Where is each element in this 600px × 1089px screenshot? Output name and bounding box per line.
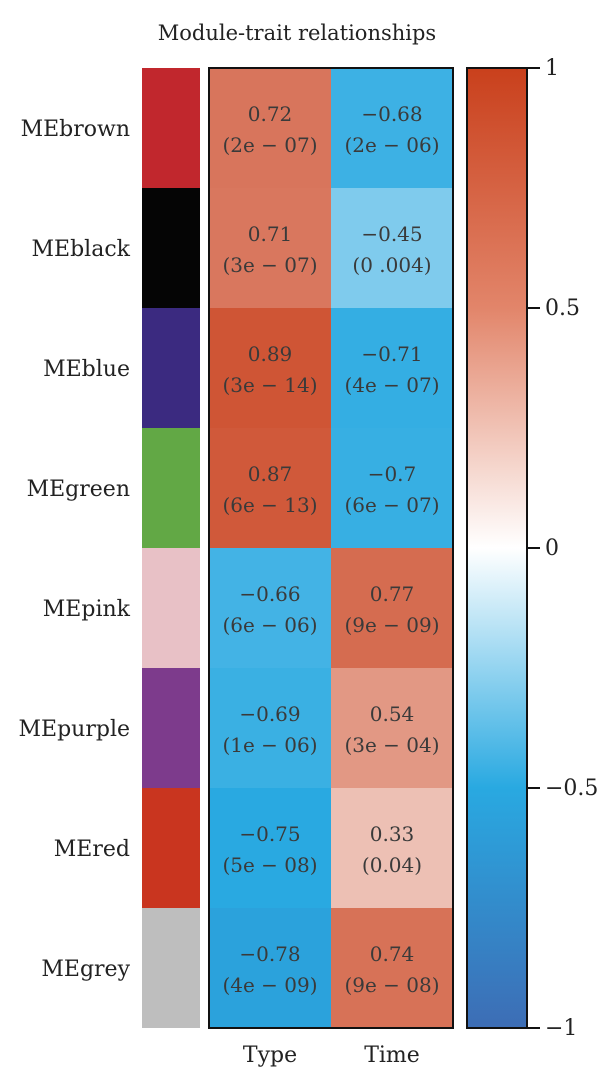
- cell-correlation: −0.7: [368, 462, 417, 486]
- module-swatch: [142, 188, 200, 308]
- heatmap-cell: [209, 548, 331, 668]
- heatmap-border: [208, 67, 454, 1029]
- cell-correlation: 0.77: [370, 582, 415, 606]
- heatmap-cell: [209, 428, 331, 548]
- column-label: Type: [243, 1043, 297, 1068]
- cell-correlation: 0.74: [370, 942, 415, 966]
- row-label: MEred: [54, 837, 130, 862]
- row-label: MEgrey: [41, 957, 130, 982]
- heatmap-cell: [209, 908, 331, 1028]
- cell-pvalue: (1e − 06): [222, 733, 317, 757]
- column-label: Time: [364, 1043, 420, 1068]
- chart-title: Module-trait relationships: [158, 21, 436, 45]
- cell-correlation: −0.71: [361, 342, 422, 366]
- colorbar-tick-label: 0: [545, 536, 559, 561]
- heatmap-cell: [209, 68, 331, 188]
- cell-pvalue: (5e − 08): [222, 853, 317, 877]
- heatmap-cell: [331, 548, 453, 668]
- heatmap-cell: [209, 788, 331, 908]
- row-label: MEblack: [32, 237, 131, 262]
- row-label: MEgreen: [27, 477, 130, 502]
- cell-pvalue: (9e − 08): [344, 973, 439, 997]
- cell-pvalue: (4e − 07): [344, 373, 439, 397]
- heatmap-cell: [331, 428, 453, 548]
- column-labels: Type Time: [243, 1043, 420, 1068]
- module-swatch: [142, 428, 200, 548]
- cell-pvalue: (3e − 14): [222, 373, 317, 397]
- heatmap-cell: [331, 668, 453, 788]
- heatmap-cell: [209, 308, 331, 428]
- cell-correlation: −0.69: [239, 702, 300, 726]
- heatmap-cell: [209, 668, 331, 788]
- row-label: MEpink: [43, 597, 131, 622]
- heatmap-cell: [209, 188, 331, 308]
- colorbar-tick-label: 1: [545, 56, 559, 81]
- cell-correlation: 0.54: [370, 702, 415, 726]
- cell-pvalue: (6e − 13): [222, 493, 317, 517]
- row-label: MEbrown: [21, 117, 130, 142]
- module-swatch: [142, 668, 200, 788]
- cell-correlation: −0.66: [239, 582, 300, 606]
- heatmap-cell: [331, 308, 453, 428]
- row-labels: MEbrown MEblack MEblue MEgreen MEpink MEpurpl…: [19, 117, 131, 982]
- cell-correlation: −0.75: [239, 822, 300, 846]
- cell-correlation: 0.71: [248, 222, 293, 246]
- module-swatch: [142, 788, 200, 908]
- heatmap-cell: [331, 788, 453, 908]
- cell-correlation: 0.89: [248, 342, 293, 366]
- heatmap-cell: [331, 68, 453, 188]
- module-swatches: [142, 68, 200, 1028]
- colorbar-tick-label: −0.5: [545, 776, 598, 801]
- cell-pvalue: (6e − 06): [222, 613, 317, 637]
- cell-pvalue: (4e − 09): [222, 973, 317, 997]
- module-swatch: [142, 908, 200, 1028]
- heatmap-cell: [331, 188, 453, 308]
- cell-correlation: 0.72: [248, 102, 293, 126]
- cell-pvalue: (3e − 07): [222, 253, 317, 277]
- heatmap-cell: [331, 908, 453, 1028]
- cell-correlation: −0.78: [239, 942, 300, 966]
- row-label: MEpurple: [19, 717, 131, 742]
- cell-pvalue: (2e − 07): [222, 133, 317, 157]
- module-swatch: [142, 308, 200, 428]
- cell-correlation: −0.68: [361, 102, 422, 126]
- cell-correlation: 0.33: [370, 822, 415, 846]
- cell-pvalue: (3e − 04): [344, 733, 439, 757]
- colorbar: [466, 67, 528, 1029]
- row-label: MEblue: [43, 357, 130, 382]
- cell-pvalue: (9e − 09): [344, 613, 439, 637]
- cell-correlation: −0.45: [361, 222, 422, 246]
- cell-pvalue: (6e − 07): [344, 493, 439, 517]
- cell-correlation: 0.87: [248, 462, 293, 486]
- heatmap-cells: 0.72 (2e − 07) −0.68 (2e − 06) 0.71 (3e − 07)…: [209, 68, 453, 1028]
- colorbar-ticks: 1 0.5 0 −0.5 −1: [527, 56, 598, 1041]
- cell-pvalue: (0.04): [362, 853, 422, 877]
- cell-pvalue: (0 .004): [352, 253, 431, 277]
- colorbar-tick-label: −1: [545, 1016, 577, 1041]
- module-swatch: [142, 68, 200, 188]
- module-swatch: [142, 548, 200, 668]
- colorbar-tick-label: 0.5: [545, 296, 580, 321]
- cell-pvalue: (2e − 06): [344, 133, 439, 157]
